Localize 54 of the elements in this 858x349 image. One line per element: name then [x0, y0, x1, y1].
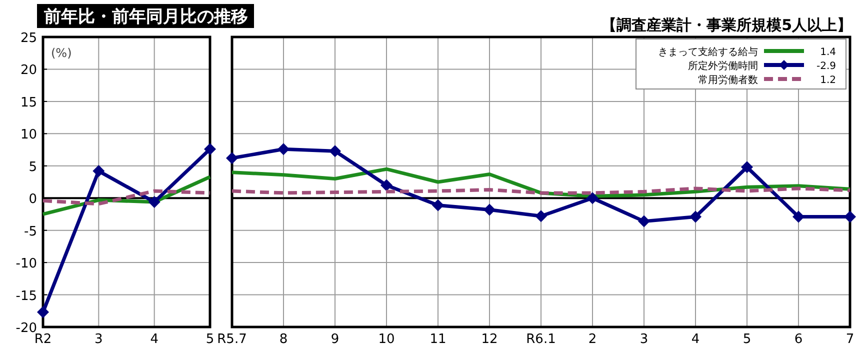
annotation: 1.2	[820, 75, 836, 86]
x-tick-label: 11	[430, 332, 446, 347]
x-tick-label: 4	[150, 332, 158, 347]
point	[226, 152, 238, 164]
legend-label: 常用労働者数	[698, 74, 758, 86]
y-tick-label: -5	[24, 224, 37, 240]
annotation: -2.9	[816, 61, 836, 72]
x-tick-label: 3	[640, 332, 648, 347]
y-tick-label: 5	[28, 160, 37, 175]
x-tick-label: R5.7	[217, 332, 247, 347]
point	[380, 179, 392, 192]
y-tick-label: 25	[20, 31, 37, 46]
x-tick-label: 5	[206, 332, 214, 347]
x-tick-label: 6	[794, 332, 803, 347]
y-tick-label: 0	[28, 192, 37, 208]
point	[535, 210, 547, 222]
point	[204, 143, 216, 156]
y-axis-title: (%)	[51, 46, 72, 60]
x-tick-label: 2	[588, 332, 597, 347]
point	[278, 143, 290, 156]
x-tick-label: 9	[330, 332, 340, 347]
x-tick-label: 8	[279, 332, 288, 347]
y-tick-label: -15	[16, 288, 37, 304]
point	[148, 196, 160, 208]
point	[432, 199, 444, 212]
x-tick-label: 5	[742, 332, 752, 347]
legend-label: きまって支給する給与	[658, 46, 758, 58]
y-tick-label: -10	[16, 256, 37, 272]
x-tick-label: 3	[94, 332, 103, 347]
point	[638, 215, 650, 228]
point	[741, 161, 753, 174]
point	[586, 192, 598, 204]
point	[37, 306, 49, 318]
x-tick-label: R6.1	[526, 332, 556, 347]
legend-label: 所定外労働時間	[688, 60, 758, 72]
y-tick-label: 10	[20, 128, 37, 143]
point	[690, 210, 702, 223]
point	[792, 210, 804, 223]
point	[92, 165, 105, 178]
point	[484, 204, 496, 216]
annotation: 1.4	[820, 47, 836, 58]
y-tick-label: 15	[20, 95, 37, 110]
x-tick-label: 10	[378, 332, 395, 347]
x-tick-label: 7	[846, 332, 854, 347]
x-tick-label: 12	[481, 332, 498, 347]
line-series	[41, 189, 212, 206]
chart-title: 【調査産業計・事業所規模5人以上】	[602, 16, 852, 34]
y-tick-label: 20	[20, 63, 37, 78]
point	[329, 145, 341, 158]
x-tick-label: R2	[34, 332, 52, 347]
point	[844, 210, 856, 223]
x-tick-label: 4	[691, 332, 700, 347]
y-tick-label: -20	[16, 321, 37, 336]
chart-title: 前年比・前年同月比の推移	[43, 7, 248, 27]
